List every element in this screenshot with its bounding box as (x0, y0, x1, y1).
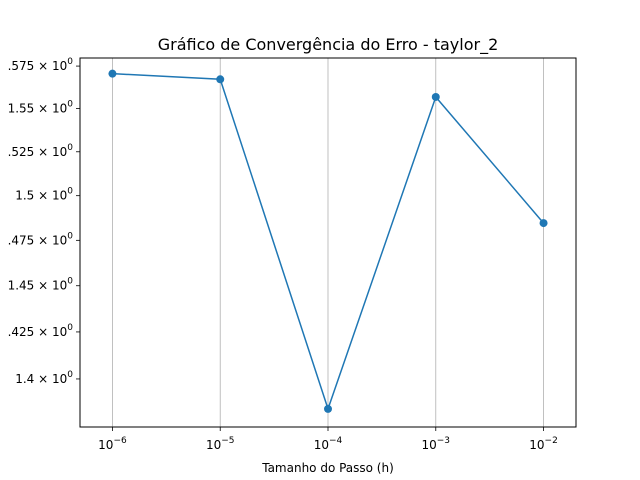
grid-layer (112, 58, 544, 427)
data-point (539, 219, 548, 228)
x-tick-label: 10−3 (421, 436, 450, 452)
data-point (431, 92, 440, 101)
y-tick-label: 1.45 × 100 (8, 277, 74, 293)
x-tick-label: 10−5 (206, 436, 235, 452)
y-tick-label: .475 × 100 (8, 231, 74, 247)
data-point (324, 404, 332, 413)
x-axis-label: Tamanho do Passo (h) (261, 461, 394, 475)
y-tick-label: .425 × 100 (8, 323, 74, 339)
chart-title: Gráfico de Convergência do Erro - taylor… (158, 35, 499, 55)
data-point (108, 69, 117, 78)
x-axis-ticks: 10−6 10−5 10−4 10−3 10−2 (98, 427, 558, 452)
y-tick-label: .525 × 100 (8, 143, 74, 159)
y-tick-label: 1.4 × 100 (15, 370, 73, 386)
x-tick-label: 10−4 (314, 436, 343, 452)
y-tick-label: .575 × 100 (8, 57, 74, 73)
series-layer (108, 69, 548, 413)
x-tick-label: 10−6 (98, 436, 127, 452)
y-tick-label: 1.5 × 100 (15, 187, 73, 203)
x-tick-label: 10−2 (529, 436, 558, 452)
data-point (216, 75, 225, 84)
y-tick-label: 1.55 × 100 (8, 100, 74, 116)
y-axis-ticks: 1.4 × 100 .425 × 100 1.45 × 100 .475 × 100 1… (8, 57, 80, 386)
